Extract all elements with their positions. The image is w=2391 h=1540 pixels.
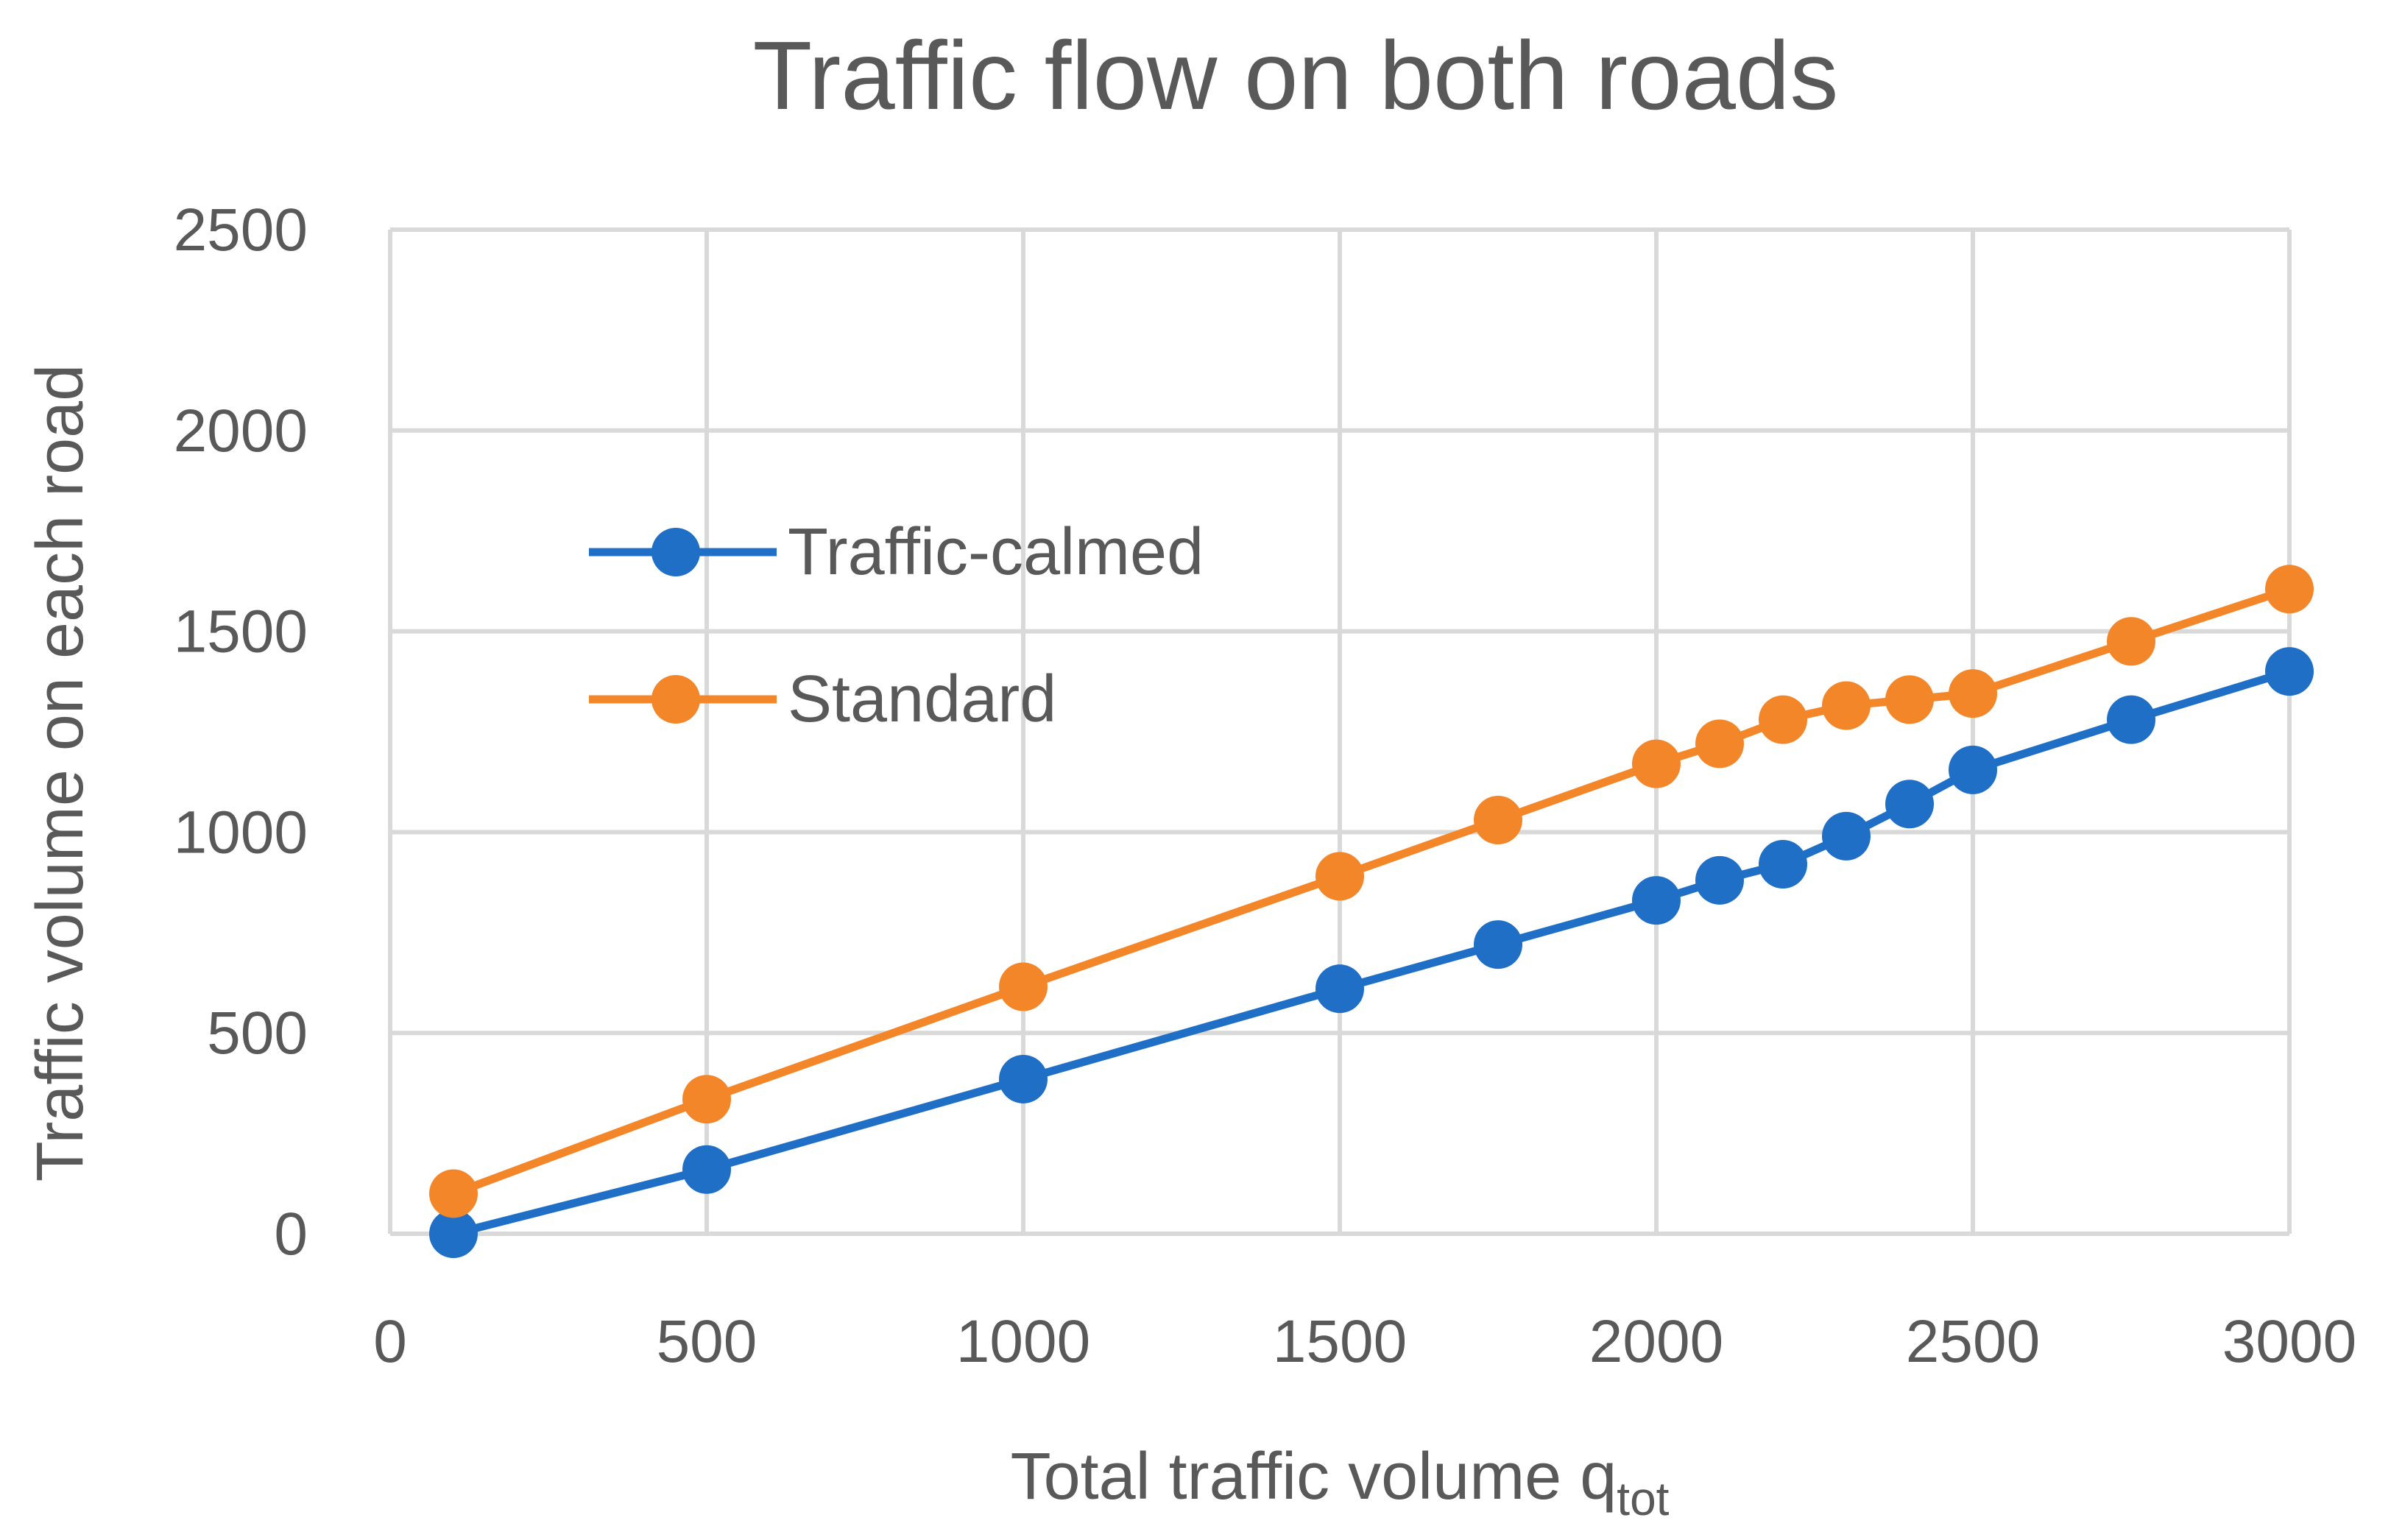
data-point-standard-2500: [1949, 669, 1997, 718]
legend: Traffic-calmed Standard: [589, 515, 1204, 736]
x-axis-ticks: 0 500 1000 1500 2000 2500 3000: [373, 1308, 2356, 1375]
data-point-traffic-calmed-500: [682, 1145, 731, 1194]
legend-marker-standard: [651, 675, 700, 724]
data-point-traffic-calmed-2300: [1822, 811, 1871, 861]
x-tick-label-2000: 2000: [1589, 1308, 1723, 1375]
y-tick-label-1000: 1000: [174, 799, 308, 866]
data-point-standard-1750: [1474, 796, 1522, 845]
data-point-standard-2400: [1885, 675, 1934, 724]
x-axis-label-subscript: tot: [1617, 1472, 1669, 1525]
x-tick-label-3000: 3000: [2222, 1308, 2356, 1375]
data-point-standard-2300: [1822, 681, 1871, 730]
x-tick-label-500: 500: [657, 1308, 757, 1375]
data-point-traffic-calmed-1500: [1315, 964, 1364, 1014]
x-axis-label-main: Total traffic volume q: [1011, 1440, 1617, 1513]
data-point-standard-2100: [1695, 719, 1744, 769]
series-line-traffic-calmed: [452, 667, 2291, 1238]
series-traffic-calmed: [429, 647, 2314, 1258]
y-axis-ticks: 0 500 1000 1500 2000 2500: [174, 197, 308, 1268]
x-tick-label-1000: 1000: [956, 1308, 1090, 1375]
legend-marker-traffic-calmed: [651, 528, 700, 576]
data-point-traffic-calmed-1000: [999, 1054, 1048, 1103]
series: [429, 565, 2314, 1258]
data-point-traffic-calmed-2000: [1632, 876, 1681, 925]
data-point-traffic-calmed-2750: [2107, 695, 2155, 744]
y-tick-label-2000: 2000: [174, 398, 308, 465]
x-tick-label-2500: 2500: [1906, 1308, 2040, 1375]
data-point-standard-1000: [999, 962, 1048, 1011]
legend-entry-traffic-calmed: Traffic-calmed: [589, 515, 1204, 589]
data-point-standard-2200: [1759, 695, 1807, 744]
x-axis-label: Total traffic volume qtot: [1011, 1440, 1670, 1525]
legend-label-standard: Standard: [788, 663, 1056, 736]
grid: [388, 227, 2292, 1236]
data-point-traffic-calmed-2400: [1885, 780, 1934, 829]
y-axis-label: Traffic volume on each road: [24, 364, 97, 1182]
y-tick-label-1500: 1500: [174, 598, 308, 665]
data-point-standard-2000: [1632, 739, 1681, 788]
x-tick-label-0: 0: [373, 1308, 407, 1375]
y-tick-label-500: 500: [207, 1000, 308, 1067]
data-point-standard-500: [682, 1075, 731, 1124]
data-point-standard-1500: [1315, 852, 1364, 901]
legend-entry-standard: Standard: [589, 663, 1056, 736]
chart-title: Traffic flow on both roads: [753, 21, 1839, 130]
data-point-traffic-calmed-3000: [2265, 647, 2314, 696]
data-point-standard-3000: [2265, 565, 2314, 614]
x-tick-label-1500: 1500: [1273, 1308, 1407, 1375]
data-point-traffic-calmed-1750: [1474, 920, 1522, 969]
data-point-traffic-calmed-2200: [1759, 840, 1807, 889]
y-tick-label-0: 0: [274, 1201, 308, 1268]
data-point-traffic-calmed-2500: [1949, 745, 1997, 794]
series-standard: [429, 565, 2314, 1218]
data-point-standard-100: [429, 1169, 478, 1218]
data-point-standard-2750: [2107, 617, 2155, 666]
data-point-traffic-calmed-2100: [1695, 855, 1744, 905]
legend-label-traffic-calmed: Traffic-calmed: [788, 515, 1204, 589]
data-point-traffic-calmed-100: [429, 1209, 478, 1258]
y-tick-label-2500: 2500: [174, 197, 308, 264]
